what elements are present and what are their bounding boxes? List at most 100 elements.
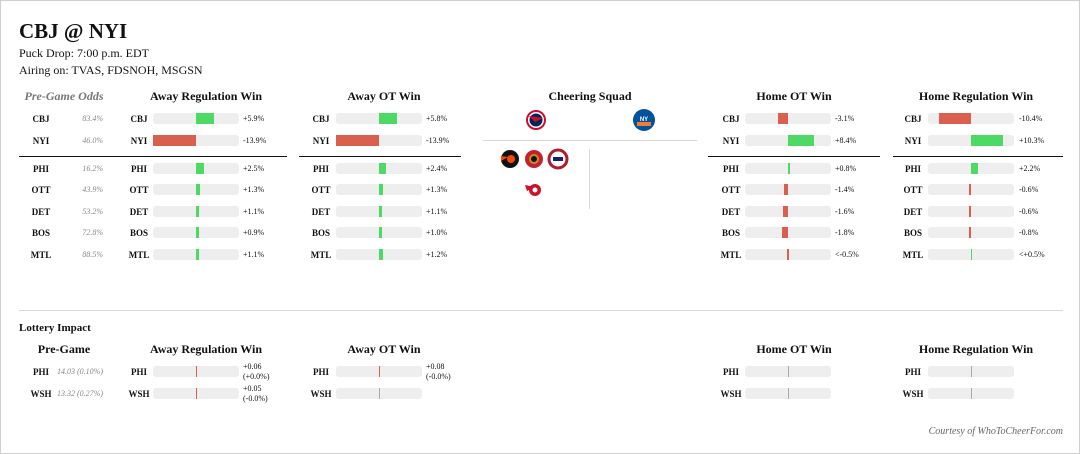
scenario-team-label: OTT — [129, 185, 149, 195]
red-wings-logo-icon — [523, 178, 545, 200]
lottery-team-label: WSH — [720, 389, 742, 399]
impact-bar-track — [336, 206, 422, 217]
impact-bar-fill — [971, 135, 1003, 146]
impact-value: +2.4% — [426, 164, 448, 173]
lottery-pregame-team: WSH — [30, 389, 52, 399]
scenario-team-label: PHI — [130, 164, 147, 174]
impact-bar-track — [153, 113, 239, 124]
scenario-team-label: MTL — [902, 250, 924, 260]
scenario-team-label: MTL — [310, 250, 332, 260]
lottery-value-pct: (-0.0%) — [243, 394, 268, 403]
svg-text:NY: NY — [640, 117, 648, 123]
scenario-team-label: BOS — [129, 228, 148, 238]
impact-bar-fill — [379, 227, 383, 238]
blue-jackets-logo-icon — [525, 109, 547, 131]
impact-bar-track — [928, 163, 1014, 174]
lottery-scenario-heading: Home Regulation Win — [918, 342, 1034, 356]
impact-value: -0.8% — [1019, 228, 1039, 237]
pregame-team-label: MTL — [30, 250, 52, 260]
impact-bar-track — [153, 227, 239, 238]
impact-bar-fill — [379, 163, 387, 174]
scenario-team-label: CBJ — [722, 114, 740, 124]
scenario-team-label: OTT — [903, 185, 923, 195]
scenario-team-label: DET — [129, 207, 149, 217]
scenario-team-label: OTT — [311, 185, 331, 195]
scenario-heading: Home Regulation Win — [918, 89, 1034, 103]
impact-bar-track — [336, 227, 422, 238]
impact-bar-fill — [969, 206, 971, 217]
lottery-team-label: PHI — [312, 367, 329, 377]
lottery-value: +0.08 — [426, 362, 445, 371]
lottery-bar-marker — [971, 366, 972, 377]
impact-bar-track — [928, 113, 1014, 124]
scenario-team-label: CBJ — [312, 114, 330, 124]
impact-value: -10.4% — [1019, 114, 1043, 123]
lottery-bar-track — [336, 366, 422, 377]
pregame-odds-value: 43.9% — [82, 185, 103, 194]
lottery-bar-marker — [196, 388, 197, 399]
pregame-team-label: PHI — [32, 164, 49, 174]
impact-bar-track — [928, 206, 1014, 217]
impact-bar-fill — [788, 135, 814, 146]
impact-bar-marker — [971, 249, 972, 260]
impact-bar-track — [153, 249, 239, 260]
impact-bar-fill — [196, 249, 200, 260]
lottery-separator — [19, 310, 1063, 311]
impact-value: -1.8% — [835, 228, 855, 237]
impact-bar-track — [745, 206, 831, 217]
impact-value: -13.9% — [426, 136, 450, 145]
impact-value: -13.9% — [243, 136, 267, 145]
cheering-divider — [483, 140, 697, 141]
lottery-scenario-heading: Home OT Win — [756, 342, 832, 356]
impact-bar-track — [745, 184, 831, 195]
impact-value: +1.1% — [426, 207, 448, 216]
impact-bar-fill — [968, 227, 971, 238]
scenario-team-label: BOS — [903, 228, 922, 238]
flyers-logo-icon — [499, 148, 521, 170]
pregame-odds-value: 16.2% — [82, 164, 103, 173]
lottery-team-label: PHI — [722, 367, 739, 377]
impact-value: <-0.5% — [835, 250, 859, 259]
impact-bar-track — [745, 249, 831, 260]
impact-value: +2.2% — [1019, 164, 1041, 173]
scenario-team-label: NYI — [722, 136, 740, 146]
impact-bar-track — [336, 249, 422, 260]
section-divider-left — [19, 156, 287, 157]
section-divider-away-ot — [299, 156, 461, 157]
impact-bar-track — [153, 163, 239, 174]
lottery-value: +0.05 — [243, 384, 262, 393]
pregame-odds-heading: Pre-Game Odds — [24, 89, 104, 103]
impact-bar-fill — [971, 163, 978, 174]
lottery-value-pct: (+0.0%) — [243, 372, 270, 381]
impact-bar-fill — [196, 184, 200, 195]
scenario-heading: Home OT Win — [756, 89, 832, 103]
impact-bar-fill — [783, 184, 788, 195]
scenario-heading: Away OT Win — [347, 89, 421, 103]
scenario-team-label: PHI — [722, 164, 739, 174]
impact-bar-track — [336, 184, 422, 195]
cheering-squad-heading: Cheering Squad — [548, 89, 632, 103]
lottery-bar-track — [745, 388, 831, 399]
lottery-bar-track — [153, 388, 239, 399]
lottery-value-pct: (-0.0%) — [426, 372, 451, 381]
pregame-team-label: BOS — [31, 228, 50, 238]
lottery-bar-track — [928, 388, 1014, 399]
lottery-heading: Lottery Impact — [19, 322, 91, 334]
impact-value: -3.1% — [835, 114, 855, 123]
impact-bar-fill — [153, 135, 196, 146]
puck-drop-text: Puck Drop: 7:00 p.m. EDT — [19, 46, 149, 60]
impact-value: +0.8% — [835, 164, 857, 173]
lottery-bar-marker — [788, 366, 789, 377]
impact-bar-fill — [379, 113, 397, 124]
impact-bar-fill — [778, 113, 788, 124]
impact-bar-track — [336, 163, 422, 174]
pregame-team-label: NYI — [32, 136, 50, 146]
impact-bar-fill — [196, 206, 200, 217]
scenario-team-label: BOS — [721, 228, 740, 238]
impact-bar-fill — [939, 113, 971, 124]
impact-value: +1.2% — [426, 250, 448, 259]
lottery-value: +0.06 — [243, 362, 262, 371]
impact-value: +1.0% — [426, 228, 448, 237]
lottery-pregame-heading: Pre-Game — [37, 342, 91, 356]
scenario-team-label: CBJ — [904, 114, 922, 124]
